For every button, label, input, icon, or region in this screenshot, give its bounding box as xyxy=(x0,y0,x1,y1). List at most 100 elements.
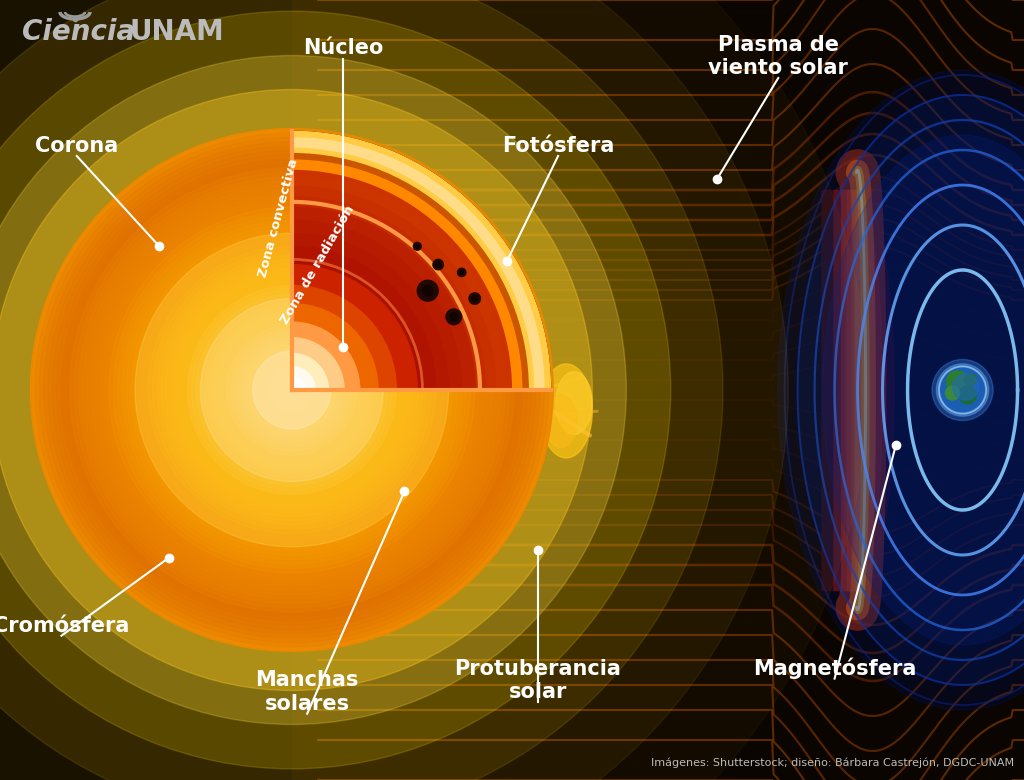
Circle shape xyxy=(946,371,969,393)
Circle shape xyxy=(253,351,331,429)
Circle shape xyxy=(469,292,480,304)
Wedge shape xyxy=(292,171,511,390)
Circle shape xyxy=(261,360,323,420)
Circle shape xyxy=(44,142,540,638)
Circle shape xyxy=(56,154,527,626)
Wedge shape xyxy=(292,367,315,390)
Wedge shape xyxy=(292,160,522,390)
Circle shape xyxy=(248,346,336,434)
Circle shape xyxy=(31,129,553,651)
Circle shape xyxy=(104,203,479,577)
Text: Manchas
solares: Manchas solares xyxy=(256,671,358,714)
Circle shape xyxy=(0,90,592,690)
Wedge shape xyxy=(292,377,305,390)
Circle shape xyxy=(135,233,449,547)
Circle shape xyxy=(191,290,392,490)
Text: Zona convectiva: Zona convectiva xyxy=(257,157,301,278)
Polygon shape xyxy=(798,95,1024,685)
Text: Imágenes: Shutterstock; diseño: Bárbara Castrejón, DGDC-UNAM: Imágenes: Shutterstock; diseño: Bárbara … xyxy=(651,757,1014,768)
Circle shape xyxy=(945,386,959,400)
Circle shape xyxy=(0,0,788,780)
Circle shape xyxy=(244,342,340,438)
Circle shape xyxy=(109,207,475,573)
Circle shape xyxy=(230,329,353,451)
Circle shape xyxy=(31,129,553,651)
Circle shape xyxy=(236,333,348,447)
Circle shape xyxy=(0,55,627,725)
Wedge shape xyxy=(292,259,423,390)
Text: Plasma de
viento solar: Plasma de viento solar xyxy=(709,35,848,78)
Circle shape xyxy=(201,299,383,481)
Circle shape xyxy=(139,238,444,542)
Text: Magnetósfera: Magnetósfera xyxy=(753,657,916,679)
Text: Zona de radiación: Zona de radiación xyxy=(279,203,357,326)
Text: Fotósfera: Fotósfera xyxy=(502,136,614,156)
Circle shape xyxy=(205,303,379,477)
Circle shape xyxy=(0,11,671,769)
Circle shape xyxy=(87,186,497,594)
Circle shape xyxy=(472,296,477,301)
Polygon shape xyxy=(540,364,592,458)
Circle shape xyxy=(270,368,313,412)
Wedge shape xyxy=(292,131,551,390)
Circle shape xyxy=(48,146,536,634)
Circle shape xyxy=(952,374,979,400)
Circle shape xyxy=(122,220,462,560)
Circle shape xyxy=(70,168,514,612)
Circle shape xyxy=(66,164,518,616)
Circle shape xyxy=(74,172,510,608)
Circle shape xyxy=(265,363,318,417)
Polygon shape xyxy=(822,135,1024,645)
Polygon shape xyxy=(777,70,1024,710)
Circle shape xyxy=(52,151,531,629)
Wedge shape xyxy=(292,338,344,390)
Circle shape xyxy=(178,277,406,503)
Circle shape xyxy=(435,262,440,268)
Text: Corona: Corona xyxy=(35,136,119,156)
Circle shape xyxy=(965,374,977,386)
Circle shape xyxy=(423,285,433,296)
Circle shape xyxy=(100,198,483,582)
Circle shape xyxy=(222,321,361,459)
Wedge shape xyxy=(292,136,546,390)
Circle shape xyxy=(118,216,466,564)
Circle shape xyxy=(114,211,470,569)
Circle shape xyxy=(183,281,400,499)
Wedge shape xyxy=(292,207,475,390)
Wedge shape xyxy=(292,138,544,390)
Wedge shape xyxy=(292,197,485,390)
Circle shape xyxy=(240,338,344,442)
Circle shape xyxy=(35,133,549,647)
Polygon shape xyxy=(546,395,577,448)
Circle shape xyxy=(135,233,449,547)
Wedge shape xyxy=(292,246,435,390)
Circle shape xyxy=(460,271,464,275)
Circle shape xyxy=(458,268,466,277)
Circle shape xyxy=(279,377,305,403)
Wedge shape xyxy=(292,220,462,390)
Circle shape xyxy=(153,250,431,530)
Bar xyxy=(292,0,1024,780)
Circle shape xyxy=(450,313,458,321)
Wedge shape xyxy=(292,186,496,390)
Circle shape xyxy=(213,311,371,468)
Circle shape xyxy=(187,285,396,495)
Circle shape xyxy=(126,225,458,555)
Polygon shape xyxy=(556,372,592,434)
Circle shape xyxy=(253,351,331,429)
Circle shape xyxy=(157,255,427,525)
Circle shape xyxy=(936,363,989,417)
Text: Protuberancia
solar: Protuberancia solar xyxy=(455,659,621,702)
Circle shape xyxy=(417,280,438,301)
Circle shape xyxy=(174,272,410,508)
Circle shape xyxy=(283,381,301,399)
Circle shape xyxy=(61,159,522,621)
Circle shape xyxy=(958,386,977,404)
Circle shape xyxy=(79,176,505,604)
Circle shape xyxy=(941,368,984,412)
Circle shape xyxy=(148,246,435,534)
Wedge shape xyxy=(292,176,506,390)
Circle shape xyxy=(257,355,327,425)
Circle shape xyxy=(209,307,375,473)
Circle shape xyxy=(196,294,388,486)
